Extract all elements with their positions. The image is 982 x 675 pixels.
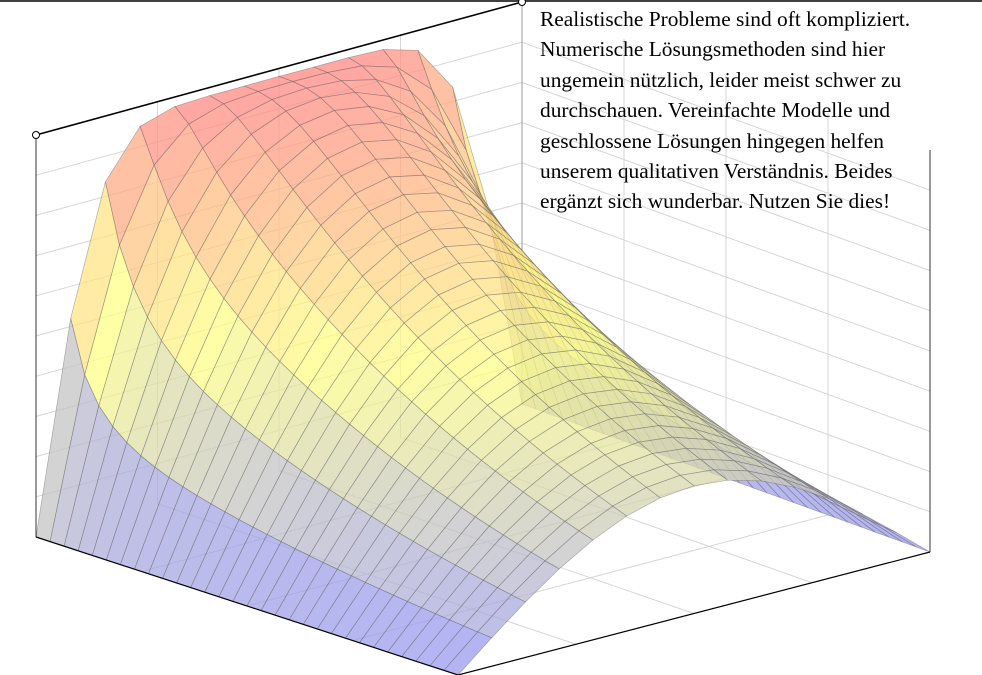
axis-edge <box>457 551 931 675</box>
surface-patch <box>544 530 594 570</box>
surface-patch <box>612 486 661 517</box>
corner-marker <box>518 0 526 6</box>
surface-patch <box>712 469 763 482</box>
surface-patch <box>815 489 863 515</box>
caption-line: Realistische Probleme sind oft komplizie… <box>540 7 911 31</box>
surface-patch <box>477 594 526 639</box>
caption-line: Numerische Lösungsmethoden sind hier <box>540 37 886 62</box>
caption-line: durchschauen. Vereinfachte Modelle und <box>540 98 891 123</box>
axis-edge <box>35 1 523 136</box>
surface-patch <box>781 477 830 500</box>
caption-line: geschlossene Lösungen hingegen helfen <box>540 128 884 153</box>
caption-line: ergänzt sich wunderbar. Nutzen Sie dies! <box>540 189 891 214</box>
surface-mesh <box>35 49 931 675</box>
caption-line: ungemein nützlich, leider meist schwer z… <box>540 67 902 92</box>
surface-patch <box>747 470 796 488</box>
surface-patch <box>645 474 695 499</box>
surface-patch <box>679 469 729 487</box>
corner-marker <box>32 131 40 139</box>
caption-line: unserem qualitativen Verständnis. Beides <box>540 159 893 184</box>
axis-edge <box>35 536 459 675</box>
caption-text: Realistische Probleme sind oft komplizie… <box>540 4 976 217</box>
